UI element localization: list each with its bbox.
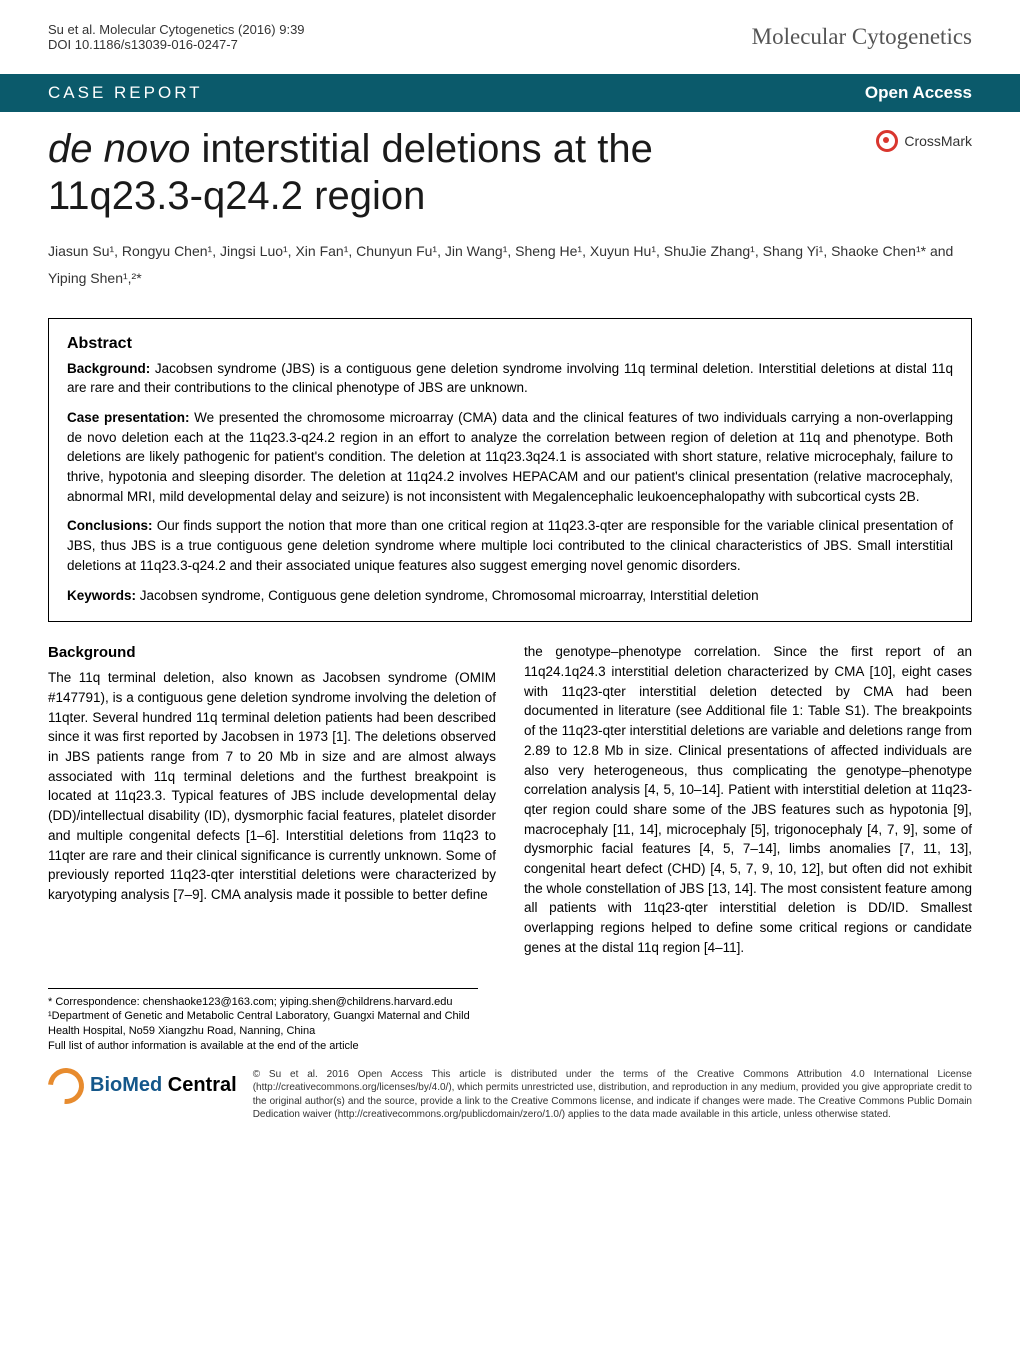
abstract-background: Background: Jacobsen syndrome (JBS) is a… xyxy=(67,359,953,398)
doi-line: DOI 10.1186/s13039-016-0247-7 xyxy=(48,37,305,52)
abstract-keywords: Keywords: Jacobsen syndrome, Contiguous … xyxy=(67,586,953,606)
bmc-ring-icon xyxy=(41,1061,92,1112)
citation-line: Su et al. Molecular Cytogenetics (2016) … xyxy=(48,22,305,37)
case-banner: CASE REPORT Open Access xyxy=(0,74,1020,112)
abstract-background-label: Background: xyxy=(67,361,150,376)
biomed-central-logo: BioMed Central xyxy=(48,1068,237,1104)
journal-name: Molecular Cytogenetics xyxy=(752,24,972,50)
body-col-right: the genotype–phenotype correlation. Sinc… xyxy=(524,642,972,959)
abstract-case-text: We presented the chromosome microarray (… xyxy=(67,410,953,504)
header-top-row: Su et al. Molecular Cytogenetics (2016) … xyxy=(48,22,972,52)
abstract-conclusions: Conclusions: Our finds support the notio… xyxy=(67,516,953,575)
body-col1-text: The 11q terminal deletion, also known as… xyxy=(48,668,496,904)
title-block: de novo interstitial deletions at the 11… xyxy=(0,112,1020,226)
abstract-conclusions-text: Our finds support the notion that more t… xyxy=(67,518,953,572)
article-type-label: CASE REPORT xyxy=(48,83,203,103)
abstract-case: Case presentation: We presented the chro… xyxy=(67,408,953,507)
license-text: © Su et al. 2016 Open Access This articl… xyxy=(253,1068,972,1122)
keywords-text: Jacobsen syndrome, Contiguous gene delet… xyxy=(136,588,759,603)
body-col-left: Background The 11q terminal deletion, al… xyxy=(48,642,496,959)
abstract-box: Abstract Background: Jacobsen syndrome (… xyxy=(48,318,972,623)
crossmark-badge[interactable]: CrossMark xyxy=(876,130,972,152)
correspondence-block: * Correspondence: chenshaoke123@163.com;… xyxy=(48,988,478,1054)
open-access-label: Open Access xyxy=(865,83,972,103)
title-italic-prefix: de novo xyxy=(48,127,190,171)
correspondence-line3: Full list of author information is avail… xyxy=(48,1039,478,1054)
correspondence-line2: ¹Department of Genetic and Metabolic Cen… xyxy=(48,1009,478,1039)
crossmark-icon xyxy=(876,130,898,152)
body-columns: Background The 11q terminal deletion, al… xyxy=(0,642,1020,973)
citation-block: Su et al. Molecular Cytogenetics (2016) … xyxy=(48,22,305,52)
bmc-bio: BioMed xyxy=(90,1074,162,1096)
abstract-conclusions-label: Conclusions: xyxy=(67,518,153,533)
abstract-case-label: Case presentation: xyxy=(67,410,189,425)
abstract-background-text: Jacobsen syndrome (JBS) is a contiguous … xyxy=(67,361,953,396)
footer: BioMed Central © Su et al. 2016 Open Acc… xyxy=(0,1054,1020,1146)
article-title: de novo interstitial deletions at the 11… xyxy=(48,126,808,220)
abstract-heading: Abstract xyxy=(67,335,953,353)
crossmark-label: CrossMark xyxy=(904,133,972,149)
body-col2-text: the genotype–phenotype correlation. Sinc… xyxy=(524,642,972,957)
keywords-label: Keywords: xyxy=(67,588,136,603)
background-heading: Background xyxy=(48,642,496,664)
bmc-logo-text: BioMed Central xyxy=(90,1074,237,1097)
header: Su et al. Molecular Cytogenetics (2016) … xyxy=(0,0,1020,62)
bmc-central: Central xyxy=(162,1074,236,1096)
authors-line: Jiasun Su¹, Rongyu Chen¹, Jingsi Luo¹, X… xyxy=(0,226,1020,309)
correspondence-line1: * Correspondence: chenshaoke123@163.com;… xyxy=(48,995,478,1010)
